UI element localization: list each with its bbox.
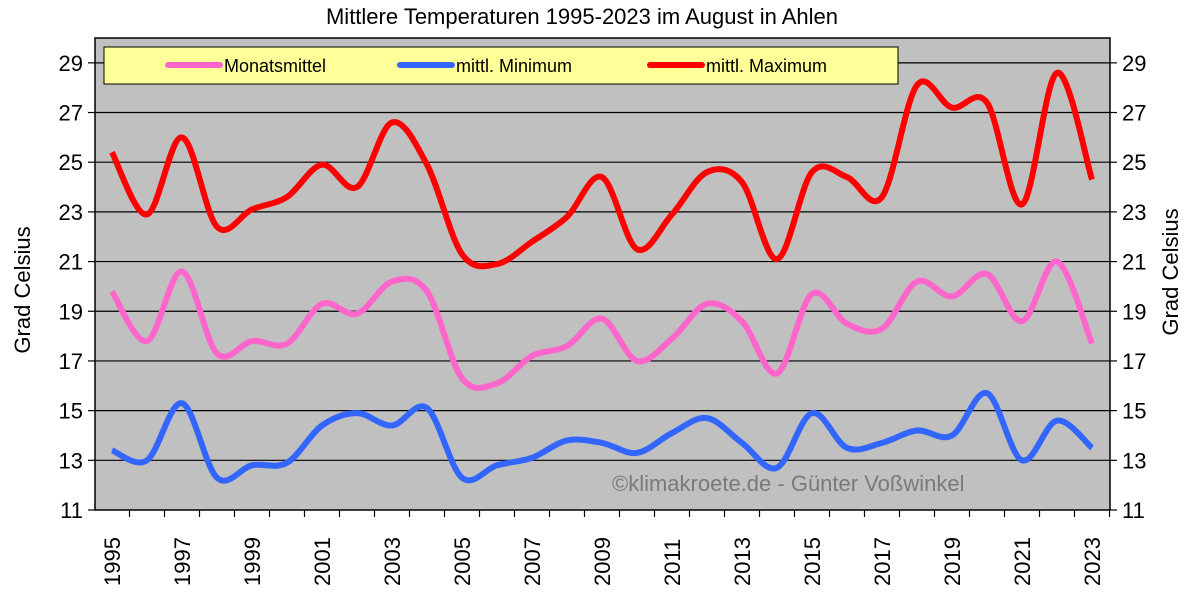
- credit-text: ©klimakroete.de - Günter Voßwinkel: [612, 471, 964, 496]
- x-tick-label: 2013: [730, 537, 755, 586]
- y-tick-label-left: 25: [59, 150, 83, 175]
- y-tick-label-right: 25: [1122, 150, 1146, 175]
- x-tick-label: 2011: [660, 539, 685, 586]
- y-tick-label-left: 19: [59, 299, 83, 324]
- y-tick-label-left: 29: [59, 51, 83, 76]
- series-line-monatsmittel: [109, 258, 1095, 391]
- x-tick-label: 2009: [590, 537, 615, 586]
- y-tick-label-right: 19: [1122, 299, 1146, 324]
- x-tick-label: 2017: [870, 537, 895, 586]
- y-tick-label-left: 11: [60, 498, 83, 523]
- x-tick-label: 2021: [1010, 537, 1035, 586]
- legend-label-mittl-minimum: mittl. Minimum: [456, 56, 572, 76]
- y-tick-label-right: 21: [1122, 250, 1146, 275]
- y-tick-label-right: 15: [1122, 399, 1146, 424]
- legend-label-monatsmittel: Monatsmittel: [224, 56, 326, 76]
- x-tick-label: 2019: [940, 537, 965, 586]
- x-tick-label: 2015: [800, 537, 825, 586]
- x-tick-label: 2023: [1080, 537, 1105, 586]
- series-line-mittl-maximum: [109, 69, 1095, 270]
- x-tick-label: 2005: [450, 537, 475, 586]
- plot-area: [94, 37, 1111, 511]
- legend-box: [103, 46, 899, 85]
- series-lines: [109, 69, 1095, 484]
- x-tick-label: 2003: [380, 537, 405, 586]
- y-tick-label-left: 15: [59, 399, 83, 424]
- axis-ticks: [88, 62, 1117, 517]
- y-tick-label-left: 13: [59, 448, 83, 473]
- y-tick-label-left: 17: [59, 349, 83, 374]
- x-tick-label: 2007: [520, 537, 545, 586]
- chart-title: Mittlere Temperaturen 1995-2023 im Augus…: [326, 4, 838, 29]
- y-tick-label-right: 13: [1122, 448, 1146, 473]
- x-tick-label: 2001: [310, 537, 335, 586]
- legend: Monatsmittel mittl. Minimum mittl. Maximum: [103, 46, 899, 85]
- y-axis-left-title: Grad Celsius: [10, 226, 35, 353]
- y-tick-label-left: 21: [59, 250, 83, 275]
- y-tick-label-right: 29: [1122, 51, 1146, 76]
- x-axis-labels: 1995 1997 1999 2001 2003 2005 2007 2009 2011 2013…: [100, 537, 1105, 586]
- x-tick-label: 1999: [240, 537, 265, 586]
- y-tick-label-left: 27: [59, 101, 83, 126]
- y-tick-label-right: 27: [1122, 101, 1146, 126]
- legend-label-mittl-maximum: mittl. Maximum: [706, 56, 827, 76]
- y-tick-label-right: 11: [1122, 498, 1145, 523]
- y-tick-label-right: 17: [1122, 349, 1146, 374]
- x-tick-label: 1997: [170, 537, 195, 586]
- y-axis-right-labels: 11 13 15 17 19 21 23 25 27 29: [1122, 51, 1146, 523]
- y-tick-label-right: 23: [1122, 200, 1146, 225]
- y-axis-right-title: Grad Celsius: [1158, 208, 1183, 335]
- y-axis-left-labels: 11 13 15 17 19 21 23 25 27 29: [59, 51, 83, 523]
- series-line-mittl-minimum: [110, 390, 1095, 484]
- x-tick-label: 1995: [100, 537, 125, 586]
- y-tick-label-left: 23: [59, 200, 83, 225]
